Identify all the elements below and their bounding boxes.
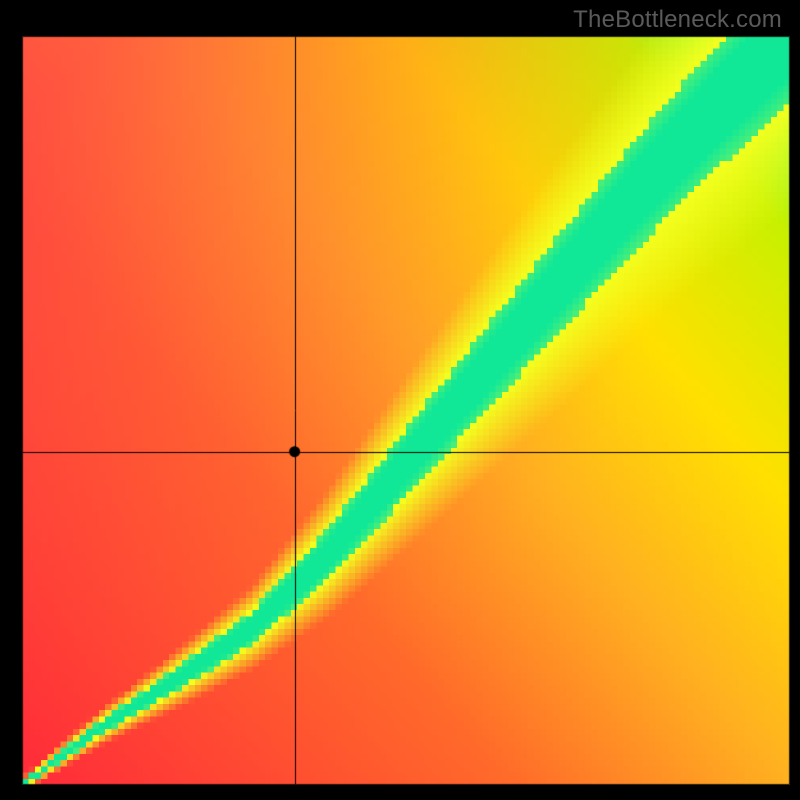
watermark-text: TheBottleneck.com	[573, 6, 782, 34]
overlay-canvas	[0, 0, 800, 800]
chart-container: TheBottleneck.com	[0, 0, 800, 800]
